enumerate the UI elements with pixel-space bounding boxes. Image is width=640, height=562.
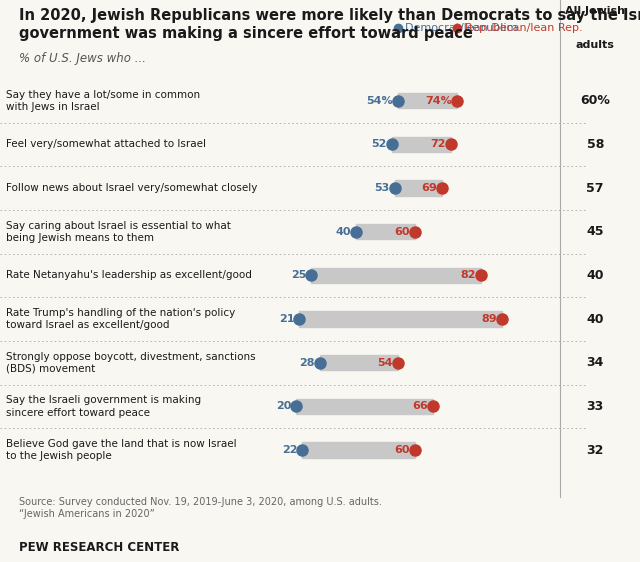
Text: 69: 69 — [421, 183, 437, 193]
Bar — [394, 180, 442, 196]
Bar — [302, 442, 415, 457]
Text: 57: 57 — [586, 182, 604, 194]
Text: All Jewish: All Jewish — [565, 6, 625, 16]
Text: 66: 66 — [412, 401, 428, 411]
Text: 40: 40 — [586, 312, 604, 325]
Text: 28: 28 — [300, 357, 315, 368]
Text: 45: 45 — [586, 225, 604, 238]
Bar — [392, 137, 451, 152]
Bar — [320, 355, 397, 370]
Text: 20: 20 — [276, 401, 291, 411]
Text: 54%: 54% — [365, 96, 392, 106]
Text: Democrat/lean Dem.: Democrat/lean Dem. — [405, 22, 522, 33]
Text: 21: 21 — [278, 314, 294, 324]
Text: Strongly oppose boycott, divestment, sanctions
(BDS) movement: Strongly oppose boycott, divestment, san… — [6, 351, 256, 374]
Text: 32: 32 — [586, 443, 604, 456]
Text: Say the Israeli government is making
sincere effort toward peace: Say the Israeli government is making sin… — [6, 395, 202, 418]
Bar — [397, 93, 457, 108]
Text: 40: 40 — [335, 226, 351, 237]
Bar — [296, 398, 433, 414]
Text: Say caring about Israel is essential to what
being Jewish means to them: Say caring about Israel is essential to … — [6, 220, 231, 243]
Text: In 2020, Jewish Republicans were more likely than Democrats to say the Israeli: In 2020, Jewish Republicans were more li… — [19, 8, 640, 24]
Text: 82: 82 — [460, 270, 476, 280]
Text: Rate Trump's handling of the nation's policy
toward Israel as excellent/good: Rate Trump's handling of the nation's po… — [6, 308, 236, 330]
Bar — [356, 224, 415, 239]
Text: PEW RESEARCH CENTER: PEW RESEARCH CENTER — [19, 541, 180, 554]
Text: Republican/lean Rep.: Republican/lean Rep. — [465, 22, 582, 33]
Text: Feel very/somewhat attached to Israel: Feel very/somewhat attached to Israel — [6, 139, 206, 149]
Bar — [300, 311, 502, 327]
Text: Say they have a lot/some in common
with Jews in Israel: Say they have a lot/some in common with … — [6, 89, 200, 112]
Text: Follow news about Israel very/somewhat closely: Follow news about Israel very/somewhat c… — [6, 183, 258, 193]
Text: 60: 60 — [395, 226, 410, 237]
Text: 22: 22 — [282, 445, 297, 455]
Text: 54: 54 — [377, 357, 392, 368]
Text: 52: 52 — [371, 139, 387, 149]
Text: Source: Survey conducted Nov. 19, 2019-June 3, 2020, among U.S. adults.
“Jewish : Source: Survey conducted Nov. 19, 2019-J… — [19, 497, 382, 519]
Text: 74%: 74% — [425, 96, 452, 106]
Text: adults: adults — [576, 40, 614, 49]
Text: 60: 60 — [395, 445, 410, 455]
Text: government was making a sincere effort toward peace: government was making a sincere effort t… — [19, 26, 473, 41]
Text: 33: 33 — [587, 400, 604, 413]
Text: 34: 34 — [586, 356, 604, 369]
Text: % of U.S. Jews who ...: % of U.S. Jews who ... — [19, 52, 146, 65]
Text: 25: 25 — [291, 270, 306, 280]
Bar — [311, 268, 481, 283]
Text: 60%: 60% — [580, 94, 610, 107]
Text: 72: 72 — [431, 139, 446, 149]
Text: 58: 58 — [586, 138, 604, 151]
Text: 40: 40 — [586, 269, 604, 282]
Text: Rate Netanyahu's leadership as excellent/good: Rate Netanyahu's leadership as excellent… — [6, 270, 252, 280]
Text: Believe God gave the land that is now Israel
to the Jewish people: Believe God gave the land that is now Is… — [6, 439, 237, 461]
Text: 89: 89 — [481, 314, 497, 324]
Text: 53: 53 — [374, 183, 389, 193]
